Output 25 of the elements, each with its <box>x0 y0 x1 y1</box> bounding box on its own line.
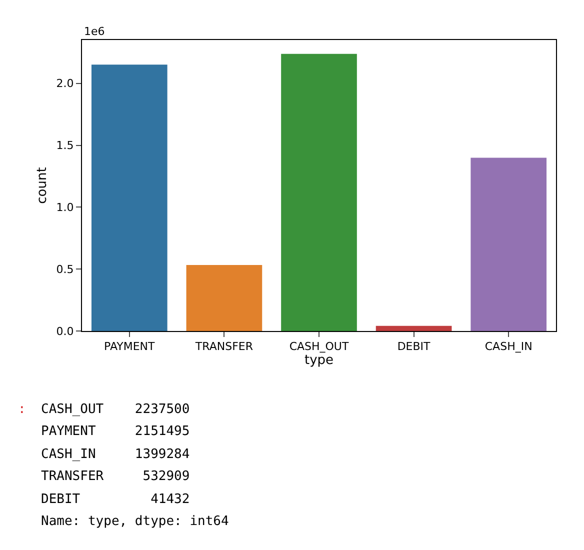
y-tick-label: 0.0 <box>56 324 74 338</box>
bar <box>281 54 357 331</box>
bar <box>470 158 547 331</box>
text: 1e6 <box>84 25 105 38</box>
y-tick-label: 1.0 <box>56 201 74 214</box>
bar <box>186 265 262 331</box>
y-tick-label: 1.5 <box>56 139 74 152</box>
text: Name: type, dtype: int64 <box>41 514 230 529</box>
text: PAYMENT 2151495 <box>41 424 190 439</box>
x-tick-label: PAYMENT <box>104 340 156 354</box>
text: CASH_OUT 2237500 <box>41 402 190 417</box>
text: : <box>18 402 26 417</box>
text: CASH_IN 1399284 <box>41 447 190 462</box>
text: TRANSFER 532909 <box>41 469 190 484</box>
y-axis-title: count <box>35 167 50 204</box>
y-tick-label: 2.0 <box>56 77 74 90</box>
x-axis-title: type <box>304 353 334 368</box>
y-tick-label: 0.5 <box>56 262 74 276</box>
x-tick-label: CASH_IN <box>484 340 532 354</box>
x-tick-label: TRANSFER <box>194 340 254 354</box>
x-tick-label: CASH_OUT <box>289 340 349 354</box>
bar <box>376 326 452 331</box>
bar <box>91 64 168 331</box>
text: DEBIT 41432 <box>41 492 190 507</box>
x-tick-label: DEBIT <box>397 340 431 354</box>
